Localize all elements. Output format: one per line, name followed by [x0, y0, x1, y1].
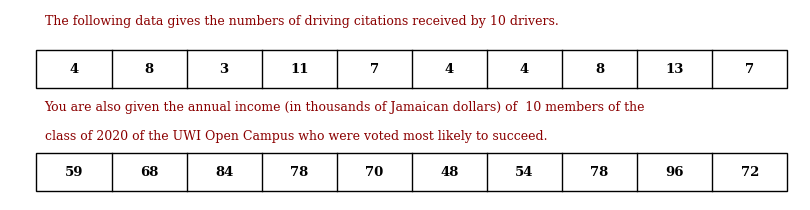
Bar: [36, 50, 787, 88]
Text: 70: 70: [365, 166, 383, 179]
Text: 68: 68: [140, 166, 158, 179]
Text: 48: 48: [441, 166, 458, 179]
Text: 4: 4: [520, 63, 529, 76]
Text: 78: 78: [590, 166, 609, 179]
Text: class of 2020 of the UWI Open Campus who were voted most likely to succeed.: class of 2020 of the UWI Open Campus who…: [45, 130, 547, 143]
Text: 59: 59: [65, 166, 83, 179]
Text: 4: 4: [445, 63, 454, 76]
Text: 8: 8: [144, 63, 154, 76]
Text: 54: 54: [515, 166, 534, 179]
Text: 3: 3: [220, 63, 228, 76]
Text: 96: 96: [666, 166, 684, 179]
Text: 13: 13: [666, 63, 684, 76]
Text: 7: 7: [370, 63, 379, 76]
Text: 72: 72: [740, 166, 759, 179]
Text: The following data gives the numbers of driving citations received by 10 drivers: The following data gives the numbers of …: [45, 15, 558, 28]
Text: 4: 4: [70, 63, 79, 76]
Text: 7: 7: [745, 63, 754, 76]
Text: You are also given the annual income (in thousands of Jamaican dollars) of  10 m: You are also given the annual income (in…: [45, 101, 645, 114]
Text: 11: 11: [290, 63, 309, 76]
Text: 78: 78: [290, 166, 309, 179]
Text: 8: 8: [595, 63, 604, 76]
Bar: [36, 153, 787, 191]
Text: 84: 84: [215, 166, 233, 179]
